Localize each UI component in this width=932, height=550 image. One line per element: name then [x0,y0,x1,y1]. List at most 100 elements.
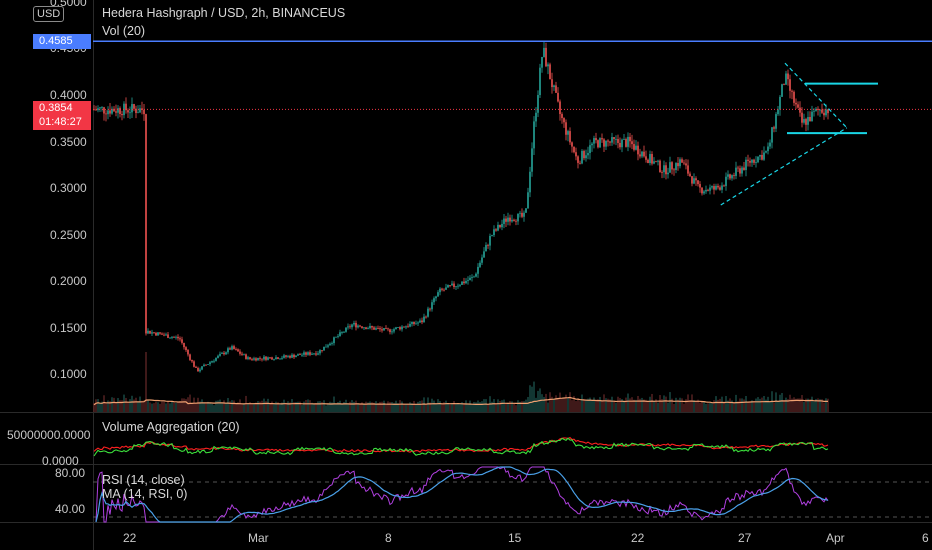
rsi-tick: 80.00 [55,466,86,480]
volume-bar [221,403,223,412]
candle-body [619,142,621,148]
rsi-ma-label[interactable]: MA (14, RSI, 0) [102,487,188,501]
volume-bar [215,400,217,412]
candle-body [487,245,489,246]
candle-body [533,121,535,149]
volume-bar [461,402,463,412]
candle-body [515,220,517,222]
candle-body [643,151,645,157]
volume-bar [559,392,561,412]
candle-body [505,218,507,222]
volume-bar [553,398,555,412]
candle-body [637,145,639,155]
candle-body [701,187,703,194]
volume-bar [753,400,755,412]
volume-bar [255,402,257,412]
candle-body [525,208,527,213]
candle-body [383,328,385,331]
candle-body [551,79,553,88]
candle-body [601,138,603,140]
volume-bar [233,400,235,412]
candle-body [625,139,627,147]
candle-body [143,109,145,115]
volume-bar [329,401,331,412]
volume-bar [723,401,725,412]
volume-bar [319,401,321,412]
candle-body [185,347,187,351]
volume-bar [411,403,413,412]
candle-body [729,174,731,179]
candle-body [351,324,353,328]
volume-bar [809,399,811,412]
candle-body [163,334,165,336]
volume-bar [471,403,473,412]
volume-bar [573,395,575,412]
volume-bar [161,401,163,412]
candle-body [677,163,679,167]
volume-bar [669,392,671,412]
candle-body [243,354,245,356]
volume-bar [671,398,673,412]
candle-body [527,192,529,209]
volume-bar [623,400,625,412]
candle-body [653,161,655,164]
candle-body [535,112,537,122]
volume-bar [591,400,593,412]
candle-body [819,109,821,111]
price-tick: 0.3000 [50,181,87,195]
volume-bar [815,398,817,412]
candle-body [485,245,487,252]
volume-bar [757,397,759,412]
currency-button[interactable]: USD [33,6,65,22]
candle-body [615,139,617,140]
volume-bar [143,400,145,412]
volume-bar [643,399,645,412]
volume-bar [107,400,109,412]
candle-body [157,332,159,336]
volume-bar [651,393,653,412]
volume-bar [201,399,203,412]
volume-bar [165,403,167,412]
volume-bar [641,397,643,412]
candle-body [211,361,213,363]
volume-ma-line [93,396,829,406]
volume-bar [235,403,237,412]
volume-bar [519,401,521,412]
volume-bar [365,401,367,412]
candle-body [437,292,439,297]
volume-bar [503,399,505,412]
candle-body [817,108,819,110]
volume-bar [805,398,807,412]
volume-bar [163,401,165,412]
candle-body [795,102,797,105]
candle-body [569,131,571,143]
candle-body [315,353,317,355]
volume-bar [525,399,527,412]
candle-body [125,103,127,111]
candle-body [695,178,697,181]
candle-body [167,334,169,338]
candle-body [553,85,555,88]
candle-body [195,366,197,368]
volume-aggregation-label[interactable]: Volume Aggregation (20) [102,420,240,434]
candle-body [367,328,369,330]
volume-bar [685,399,687,412]
volume-bar [323,400,325,412]
volume-bar [601,400,603,412]
candle-body [735,167,737,176]
volume-bar [795,398,797,412]
candle-body [593,138,595,144]
candle-body [787,73,789,80]
candle-body [691,176,693,184]
candle-body [465,280,467,284]
volume-bar [739,398,741,412]
volume-bar [647,401,649,412]
volume-bar [715,396,717,412]
rsi-label[interactable]: RSI (14, close) [102,473,185,487]
volume-bar [729,398,731,412]
volume-bar [135,397,137,412]
volume-indicator-label[interactable]: Vol (20) [102,24,146,38]
candle-body [489,235,491,246]
volume-bar [295,402,297,412]
